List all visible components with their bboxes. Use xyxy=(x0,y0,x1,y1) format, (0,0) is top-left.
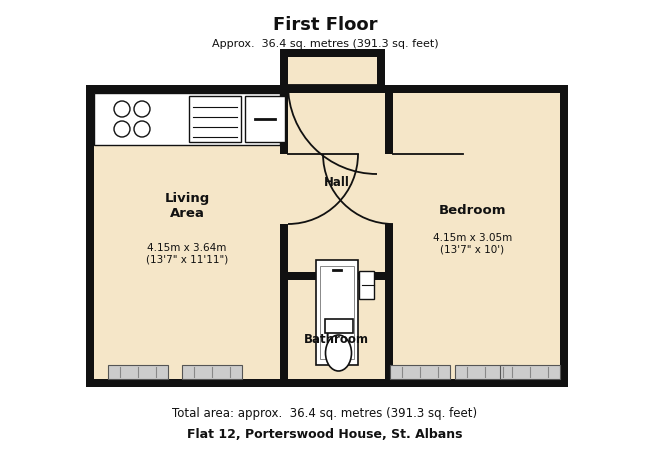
Text: First Floor: First Floor xyxy=(273,16,377,34)
Bar xyxy=(280,93,288,154)
Text: Hall: Hall xyxy=(324,176,350,189)
Bar xyxy=(500,365,560,379)
Bar xyxy=(280,272,393,280)
Bar xyxy=(324,319,352,333)
Bar xyxy=(455,365,515,379)
Text: Bedroom: Bedroom xyxy=(439,204,506,218)
Bar xyxy=(94,93,280,145)
Text: Flat 12, Porterswood House, St. Albans: Flat 12, Porterswood House, St. Albans xyxy=(187,428,463,440)
Bar xyxy=(315,260,358,365)
Bar xyxy=(288,280,385,379)
Text: Living
Area: Living Area xyxy=(164,192,209,220)
Bar xyxy=(94,93,560,379)
Bar xyxy=(320,266,354,359)
Bar xyxy=(108,365,168,379)
Bar xyxy=(189,96,241,142)
Bar xyxy=(245,96,285,142)
Text: 4.15m x 3.05m
(13'7" x 10'): 4.15m x 3.05m (13'7" x 10') xyxy=(433,233,512,255)
Bar xyxy=(280,224,288,272)
Bar xyxy=(182,365,242,379)
Bar xyxy=(385,93,393,154)
Text: Bathroom: Bathroom xyxy=(304,333,369,346)
Bar xyxy=(359,271,374,299)
Text: Total area: approx.  36.4 sq. metres (391.3 sq. feet): Total area: approx. 36.4 sq. metres (391… xyxy=(172,407,478,421)
Text: Approx.  36.4 sq. metres (391.3 sq. feet): Approx. 36.4 sq. metres (391.3 sq. feet) xyxy=(212,39,438,49)
Bar xyxy=(280,272,288,379)
Bar xyxy=(280,49,385,85)
Bar xyxy=(288,57,377,85)
Text: 4.15m x 3.64m
(13'7" x 11'11"): 4.15m x 3.64m (13'7" x 11'11") xyxy=(146,243,228,265)
Bar xyxy=(86,85,568,387)
Bar xyxy=(385,272,393,379)
Bar xyxy=(390,365,450,379)
Ellipse shape xyxy=(326,335,352,371)
Bar xyxy=(385,224,393,272)
Bar xyxy=(288,93,385,272)
